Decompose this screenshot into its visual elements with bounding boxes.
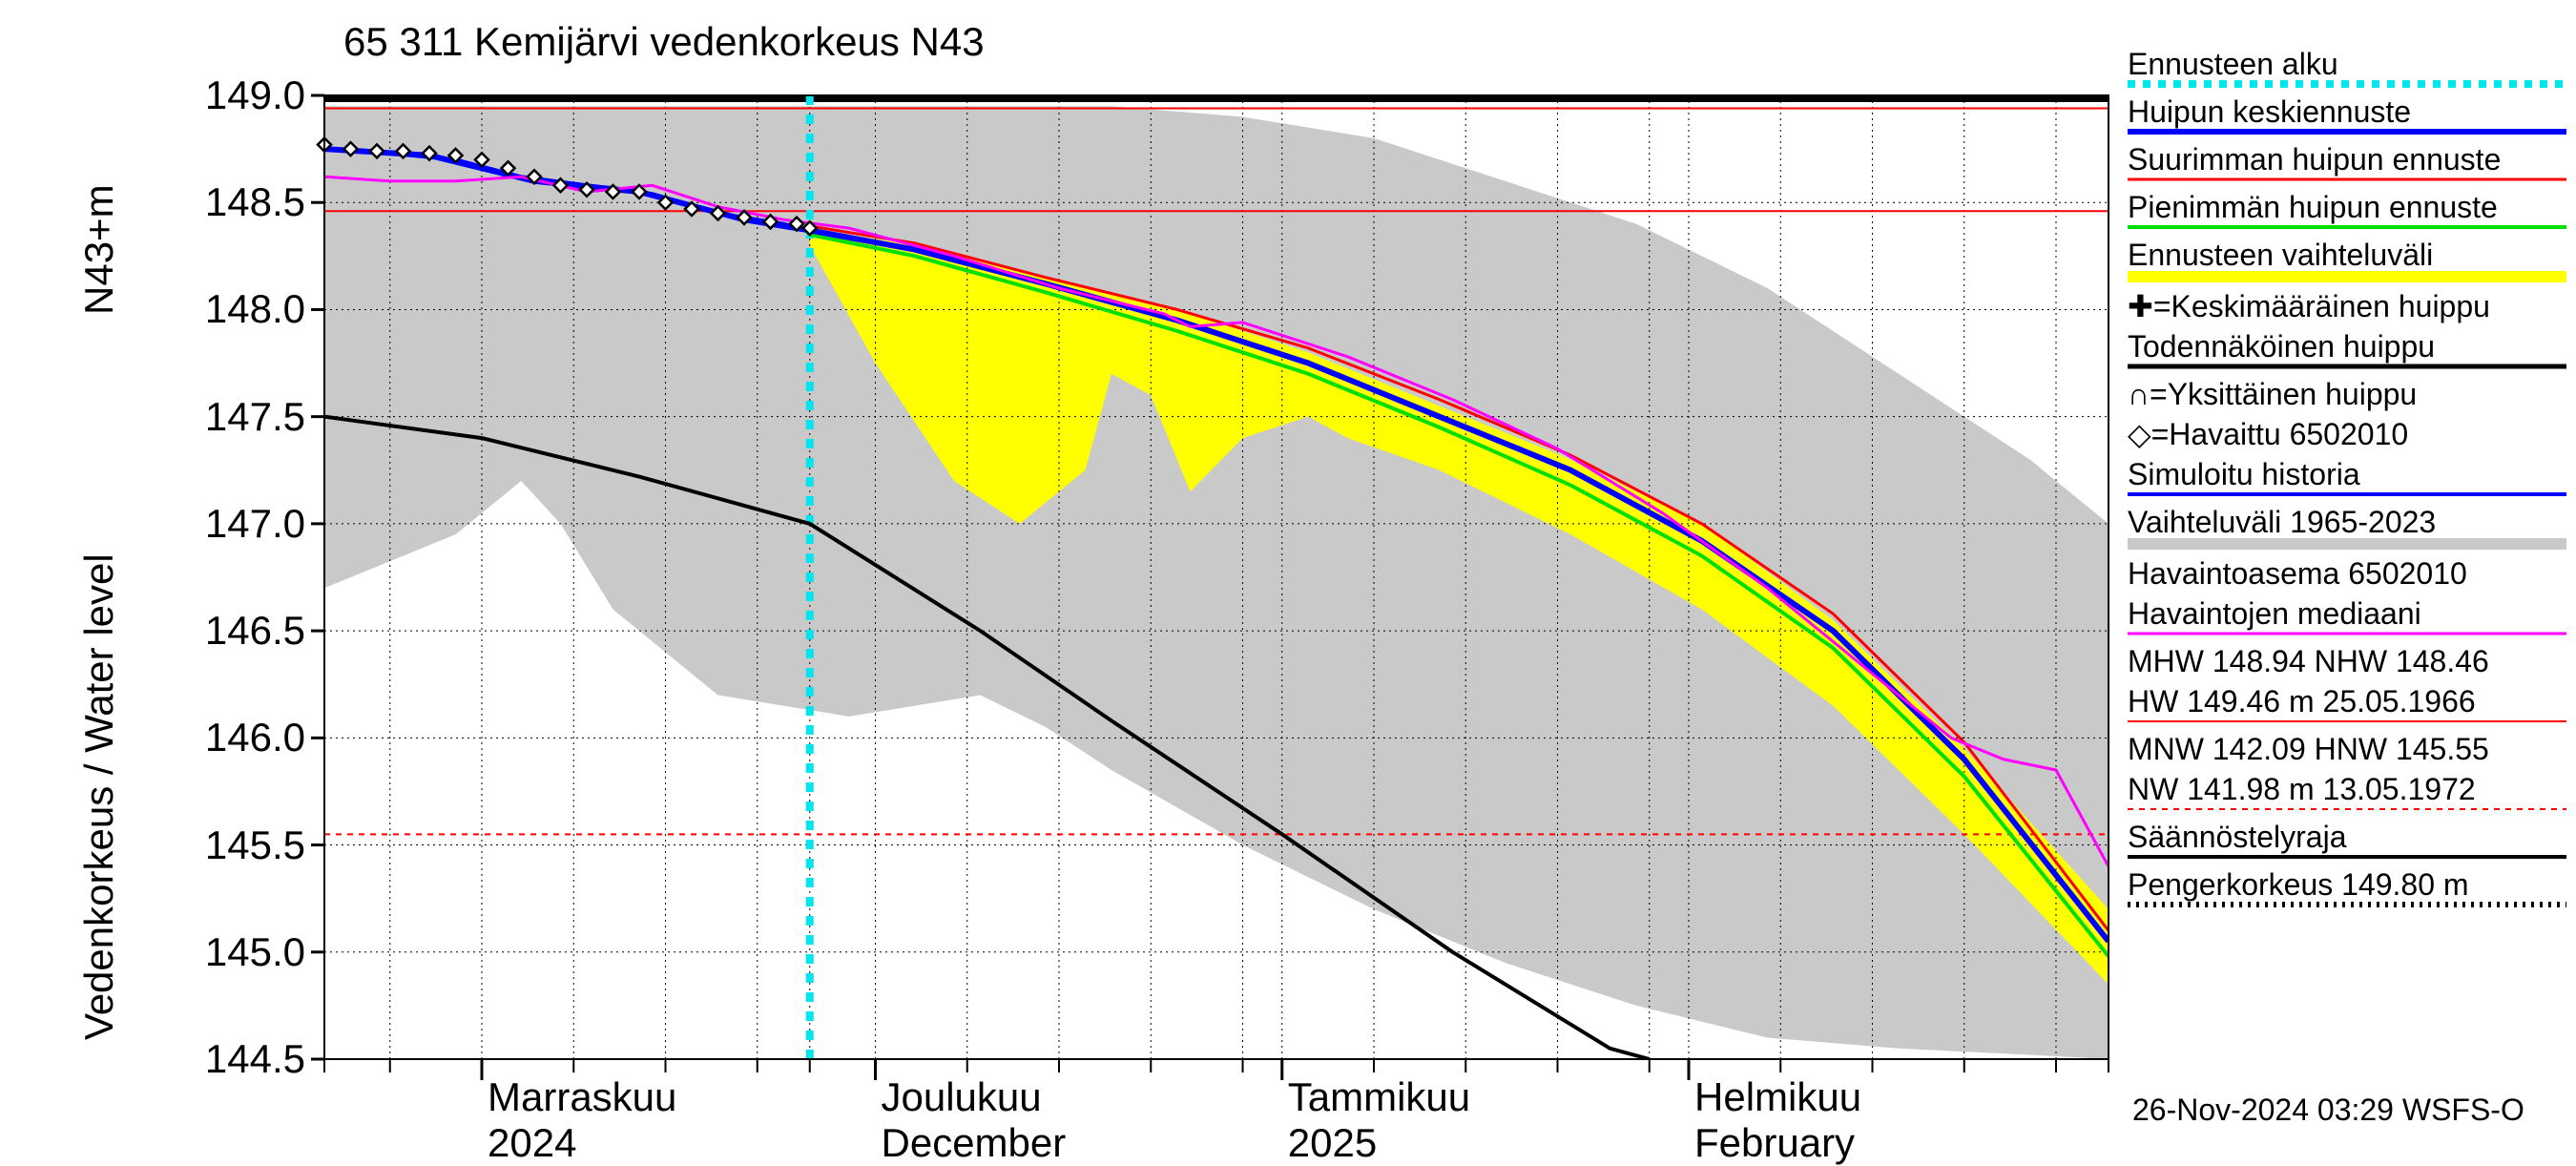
legend-label: Todennäköinen huippu (2128, 329, 2435, 364)
legend-label: Havaintojen mediaani (2128, 596, 2421, 631)
x-tick: Tammikuu2025 (1288, 1074, 1470, 1166)
legend-entry: Todennäköinen huippu (2128, 330, 2501, 376)
legend-label: ∩=Yksittäinen huippu (2128, 377, 2417, 411)
legend-entry: Simuloitu historia (2128, 458, 2501, 504)
legend-label: MHW 148.94 NHW 148.46 (2128, 644, 2489, 678)
legend-label: Ennusteen alku (2128, 47, 2338, 81)
legend-entry: Vaihteluväli 1965-2023 (2128, 506, 2501, 555)
y-tick: 147.5 (172, 394, 305, 440)
legend-entry: Havaintoasema 6502010 (2128, 557, 2501, 595)
legend-label: Vaihteluväli 1965-2023 (2128, 505, 2436, 539)
legend-entry: Säännöstelyraja (2128, 821, 2501, 866)
x-tick: Marraskuu2024 (488, 1074, 676, 1166)
legend-entry: HW 149.46 m 25.05.1966 (2128, 685, 2501, 731)
legend-entry: Suurimman huipun ennuste (2128, 143, 2501, 189)
y-tick: 144.5 (172, 1036, 305, 1082)
chart-legend: Ennusteen alku Huipun keskiennuste Suurimm… (2128, 48, 2501, 916)
legend-label: ◇=Havaittu 6502010 (2128, 417, 2408, 451)
y-tick: 149.0 (172, 73, 305, 118)
legend-label: Suurimman huipun ennuste (2128, 142, 2501, 177)
legend-entry: ∩=Yksittäinen huippu (2128, 378, 2501, 416)
legend-label: Huipun keskiennuste (2128, 94, 2411, 129)
legend-entry: MNW 142.09 HNW 145.55 (2128, 733, 2501, 771)
legend-entry: Ennusteen vaihteluväli (2128, 239, 2501, 288)
legend-entry: NW 141.98 m 13.05.1972 (2128, 773, 2501, 819)
y-tick: 145.0 (172, 929, 305, 975)
x-tick: JoulukuuDecember (882, 1074, 1067, 1166)
legend-entry: Huipun keskiennuste (2128, 95, 2501, 141)
legend-label: NW 141.98 m 13.05.1972 (2128, 772, 2476, 806)
legend-label: ✚=Keskimääräinen huippu (2128, 289, 2490, 323)
legend-label: MNW 142.09 HNW 145.55 (2128, 732, 2489, 766)
chart-footer: 26-Nov-2024 03:29 WSFS-O (2132, 1093, 2524, 1128)
y-tick: 148.0 (172, 286, 305, 332)
legend-label: Havaintoasema 6502010 (2128, 556, 2467, 591)
legend-entry: MHW 148.94 NHW 148.46 (2128, 645, 2501, 683)
y-tick: 146.5 (172, 608, 305, 654)
legend-label: Simuloitu historia (2128, 457, 2360, 491)
legend-label: Pengerkorkeus 149.80 m (2128, 867, 2469, 902)
legend-entry: Pengerkorkeus 149.80 m (2128, 868, 2501, 914)
y-tick: 146.0 (172, 715, 305, 760)
legend-entry: ✚=Keskimääräinen huippu (2128, 290, 2501, 328)
y-tick: 148.5 (172, 179, 305, 225)
legend-entry: Havaintojen mediaani (2128, 597, 2501, 643)
legend-label: HW 149.46 m 25.05.1966 (2128, 684, 2476, 718)
legend-entry: Pienimmän huipun ennuste (2128, 191, 2501, 237)
y-tick: 145.5 (172, 822, 305, 868)
legend-label: Säännöstelyraja (2128, 820, 2346, 854)
legend-entry: Ennusteen alku (2128, 48, 2501, 94)
legend-label: Pienimmän huipun ennuste (2128, 190, 2498, 224)
legend-entry: ◇=Havaittu 6502010 (2128, 418, 2501, 456)
x-tick: HelmikuuFebruary (1694, 1074, 1861, 1166)
chart-container: 65 311 Kemijärvi vedenkorkeus N43 N43+m … (0, 0, 2576, 1145)
legend-label: Ennusteen vaihteluväli (2128, 238, 2433, 272)
y-tick: 147.0 (172, 501, 305, 547)
